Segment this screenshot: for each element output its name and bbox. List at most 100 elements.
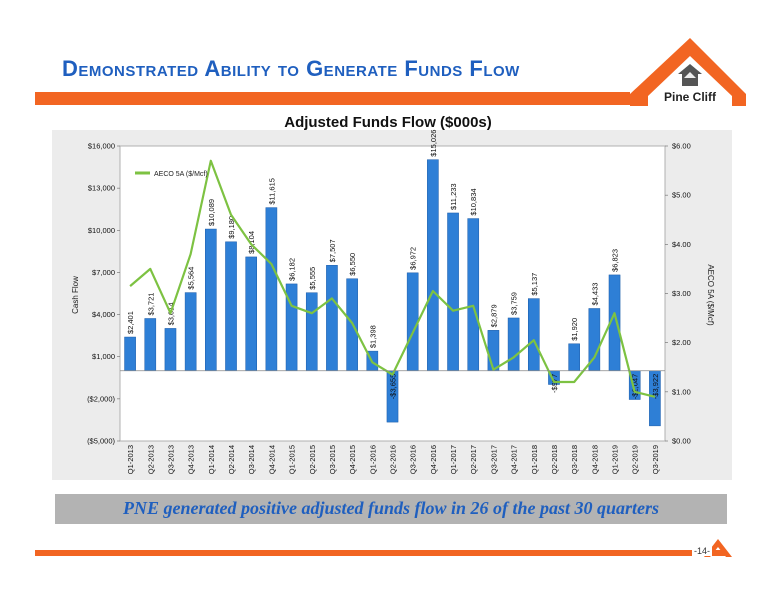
- x-tick-label: Q4-2014: [267, 445, 276, 474]
- bar-data-label: $1,920: [570, 318, 579, 341]
- bar: [265, 207, 278, 372]
- bar: [527, 298, 540, 372]
- bar-data-label: $6,972: [409, 247, 418, 270]
- x-tick-label: Q3-2017: [489, 445, 498, 474]
- x-tick-label: Q4-2018: [590, 445, 599, 474]
- bar-data-label: $3,721: [146, 293, 155, 316]
- x-tick-label: Q4-2015: [348, 445, 357, 474]
- legend-label: AECO 5A ($/Mcf): [154, 171, 208, 178]
- x-tick-label: Q1-2014: [207, 445, 216, 474]
- x-tick-label: Q1-2015: [288, 445, 297, 474]
- bar: [326, 265, 338, 372]
- y-tick-label: $1,000: [92, 352, 115, 361]
- x-tick-label: Q2-2013: [146, 445, 155, 474]
- summary-banner: PNE generated positive adjusted funds fl…: [55, 494, 727, 524]
- bar: [447, 212, 459, 372]
- x-tick-label: Q4-2017: [510, 445, 519, 474]
- y2-tick-label: $4.00: [672, 240, 691, 249]
- x-tick-label: Q2-2015: [308, 445, 317, 474]
- bar-data-label: $4,433: [590, 283, 599, 306]
- bar: [427, 159, 439, 372]
- bar-data-label: $11,615: [267, 178, 276, 205]
- chart-title: Adjusted Funds Flow ($000s): [284, 114, 492, 131]
- bar: [225, 241, 237, 372]
- bar-data-label: $9,180: [227, 216, 236, 239]
- logo-text: Pine Cliff: [664, 90, 717, 104]
- bar: [184, 292, 197, 372]
- bar: [164, 328, 177, 372]
- x-tick-label: Q3-2018: [570, 445, 579, 474]
- x-tick-label: Q1-2013: [126, 445, 135, 474]
- bar: [245, 256, 258, 372]
- bar: [205, 228, 217, 372]
- x-tick-label: Q2-2018: [550, 445, 559, 474]
- y-tick-label: $13,000: [88, 184, 115, 193]
- bar-data-label: -$2,047: [631, 374, 640, 399]
- bar-data-label: $6,182: [288, 258, 297, 281]
- bar: [406, 272, 419, 372]
- bar-data-label: -$3,922: [651, 374, 660, 399]
- y-tick-label: $16,000: [88, 142, 115, 151]
- y2-tick-label: $5.00: [672, 191, 691, 200]
- x-tick-label: Q3-2015: [328, 445, 337, 474]
- y2-tick-label: $6.00: [672, 142, 691, 151]
- x-tick-label: Q2-2014: [227, 445, 236, 474]
- bar-data-label: $11,233: [449, 183, 458, 210]
- x-tick-label: Q3-2019: [651, 445, 660, 474]
- chart-legend: AECO 5A ($/Mcf): [135, 171, 208, 178]
- summary-banner-text: PNE generated positive adjusted funds fl…: [122, 498, 660, 518]
- y2-tick-label: $2.00: [672, 338, 691, 347]
- y2-tick-label: $1.00: [672, 387, 691, 396]
- bar-data-label: $15,026: [429, 130, 438, 157]
- footer-bar: [35, 550, 725, 556]
- bar: [144, 318, 157, 372]
- bar: [305, 292, 318, 372]
- y-tick-label: ($5,000): [87, 437, 115, 446]
- aeco-price-line: [129, 159, 656, 398]
- bar: [507, 317, 520, 372]
- bar-data-label: $6,823: [611, 249, 620, 272]
- bar-data-label: $5,137: [530, 273, 539, 296]
- y-tick-label: $7,000: [92, 268, 115, 277]
- y-tick-label: ($2,000): [87, 394, 115, 403]
- bar-data-label: $5,564: [187, 267, 196, 290]
- bar-data-label: $10,089: [207, 199, 216, 226]
- bar: [487, 330, 500, 372]
- page-number: -14-: [692, 546, 713, 556]
- x-tick-label: Q1-2016: [368, 445, 377, 474]
- bar-data-label: $10,834: [469, 188, 478, 215]
- bar-data-label: -$3,655: [389, 374, 398, 399]
- x-tick-label: Q2-2019: [631, 445, 640, 474]
- y-axis-label: Cash Flow: [71, 276, 80, 314]
- y-tick-label: $4,000: [92, 310, 115, 319]
- x-tick-label: Q4-2016: [429, 445, 438, 474]
- bar-data-label: $3,759: [510, 292, 519, 315]
- title-underline-bar: [35, 92, 630, 105]
- x-tick-label: Q1-2017: [449, 445, 458, 474]
- axes-layer: ($5,000) ($2,000) $1,000 $4,000 $7,000 $10,00…: [87, 142, 691, 475]
- page-title: Demonstrated Ability to Generate Funds F…: [62, 56, 520, 81]
- x-tick-label: Q4-2013: [187, 445, 196, 474]
- bar: [124, 336, 136, 372]
- bar-data-label: $1,398: [368, 325, 377, 348]
- line-layer: [129, 159, 656, 398]
- bar-data-label: -$977: [550, 374, 559, 393]
- company-logo: Pine Cliff: [628, 34, 746, 106]
- bar: [467, 218, 480, 372]
- pine-cliff-logo-icon: Pine Cliff: [630, 38, 746, 106]
- bar-data-label: $8,104: [247, 231, 256, 254]
- y2-tick-label: $3.00: [672, 289, 691, 298]
- x-tick-label: Q2-2016: [389, 445, 398, 474]
- y2-tick-label: $0.00: [672, 437, 691, 446]
- bar-data-label: $2,879: [489, 304, 498, 327]
- x-tick-label: Q3-2016: [409, 445, 418, 474]
- y2-axis-label: AECO 5A ($/Mcf): [706, 264, 715, 326]
- y-tick-label: $10,000: [88, 226, 115, 235]
- funds-flow-chart: $2,401$3,721 $3,014$5,564$10,089$9,180$8,…: [52, 130, 732, 480]
- x-tick-label: Q3-2013: [166, 445, 175, 474]
- bar: [568, 343, 580, 372]
- x-tick-label: Q1-2019: [611, 445, 620, 474]
- x-tick-label: Q3-2014: [247, 445, 256, 474]
- bar-data-label: $5,555: [308, 267, 317, 290]
- bar-data-label: $7,507: [328, 239, 337, 262]
